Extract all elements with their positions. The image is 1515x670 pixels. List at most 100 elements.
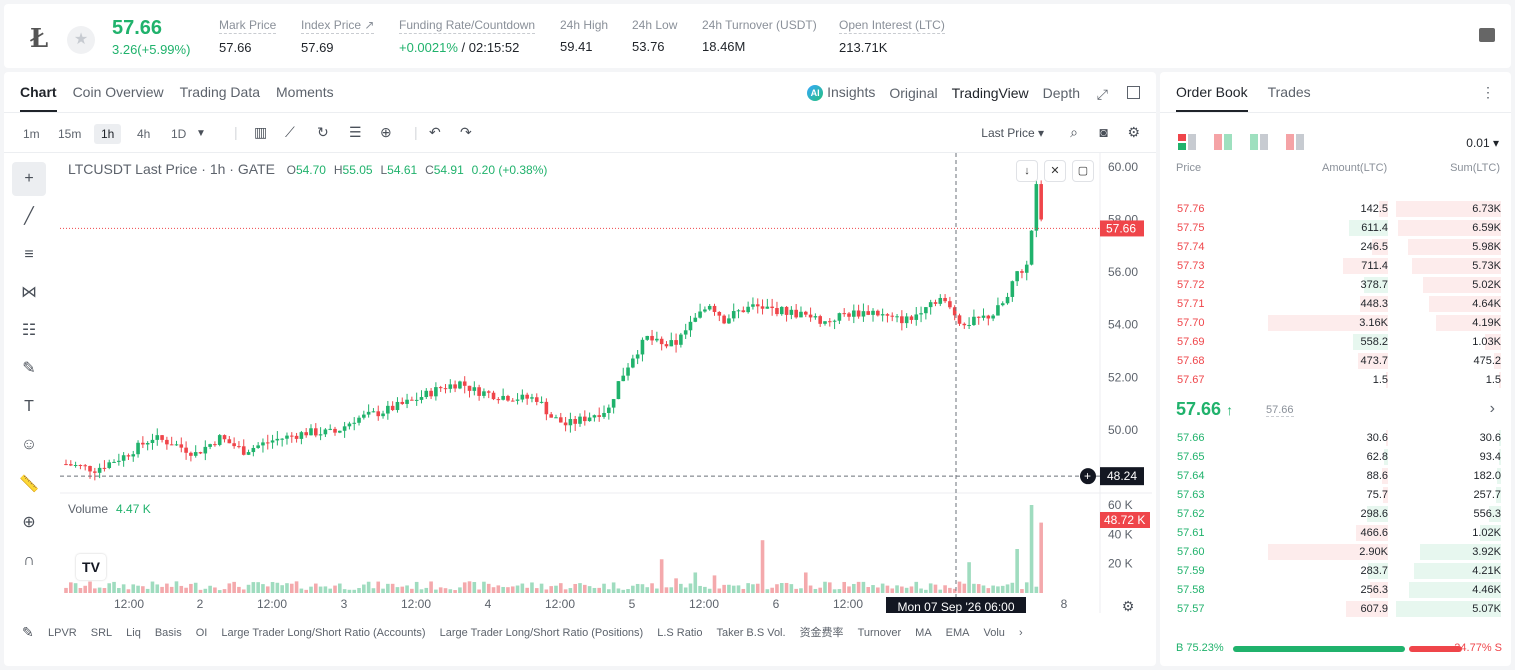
chevron-down-icon[interactable]: ▼ — [196, 128, 206, 139]
arrow-down-icon[interactable]: ↓ — [1016, 160, 1038, 182]
candle-body — [256, 445, 260, 448]
tab-coin-overview[interactable]: Coin Overview — [72, 84, 164, 100]
indicator-item[interactable]: MA — [915, 627, 932, 639]
indicator-item[interactable]: LPVR — [48, 627, 77, 639]
bid-row[interactable]: 57.58 256.3 4.46K — [1160, 581, 1511, 600]
stat-mark-price[interactable]: Mark Price 57.66 — [219, 18, 277, 55]
trendline-icon[interactable]: ╱ — [24, 208, 34, 225]
tab-tradingview[interactable]: TradingView — [951, 84, 1029, 101]
chevron-right-icon[interactable]: › — [1018, 627, 1023, 639]
indicator-item[interactable]: Large Trader Long/Short Ratio (Positions… — [439, 627, 644, 639]
candle-body — [193, 452, 198, 456]
redo-icon[interactable]: ↷ — [460, 124, 472, 140]
book-view-bids-icon[interactable] — [1250, 134, 1268, 150]
ask-row[interactable]: 57.73 711.4 5.73K — [1160, 257, 1511, 276]
tradingview-logo-icon[interactable]: TV — [76, 554, 106, 580]
horizontal-lines-icon[interactable]: ≡ — [24, 246, 34, 263]
zoom-in-icon[interactable]: ⊕ — [22, 514, 36, 531]
ask-row[interactable]: 57.74 246.5 5.98K — [1160, 238, 1511, 257]
ask-row[interactable]: 57.76 142.5 6.73K — [1160, 200, 1511, 219]
pattern-icon[interactable]: ⋈ — [21, 284, 37, 301]
magnet-icon[interactable]: ∩ — [23, 552, 35, 569]
candle-type-icon[interactable]: ▥ — [254, 124, 268, 140]
interval-1h[interactable]: 1h — [94, 124, 122, 144]
bid-row[interactable]: 57.61 466.6 1.02K — [1160, 524, 1511, 543]
book-icon[interactable] — [1479, 28, 1495, 42]
maximize-pane-icon[interactable]: ▢ — [1072, 160, 1094, 182]
gear-icon[interactable]: ⚙ — [1127, 124, 1140, 140]
indicator-item[interactable]: OI — [195, 627, 208, 639]
tab-order-book[interactable]: Order Book — [1176, 84, 1248, 112]
interval-15m[interactable]: 15m — [58, 127, 82, 141]
interval-4h[interactable]: 4h — [137, 127, 151, 141]
ask-row[interactable]: 57.70 3.16K 4.19K — [1160, 314, 1511, 333]
window-icon[interactable] — [1127, 86, 1140, 99]
bid-row[interactable]: 57.60 2.90K 3.92K — [1160, 543, 1511, 562]
expand-icon[interactable]: ⤢ — [1096, 86, 1108, 102]
ruler-icon[interactable]: 📏 — [19, 476, 39, 493]
indicators-icon[interactable]: ⟋ — [285, 124, 295, 140]
search-icon[interactable]: ⌕ — [1070, 124, 1078, 140]
replay-icon[interactable]: ↻ — [317, 124, 329, 140]
indicator-item[interactable]: Liq — [126, 627, 141, 639]
price-type-select[interactable]: Last Price ▾ — [981, 126, 1044, 140]
stat-index-price[interactable]: Index Price ↗ 57.69 — [301, 18, 375, 55]
indicator-item[interactable]: 资金费率 — [799, 627, 844, 639]
crosshair-icon[interactable]: + — [12, 162, 46, 196]
collapse-icon[interactable]: ✕ — [1044, 160, 1066, 182]
bid-row[interactable]: 57.62 298.6 556.3 — [1160, 505, 1511, 524]
x-tick-label: 2 — [197, 597, 204, 611]
undo-icon[interactable]: ↶ — [429, 124, 441, 140]
book-view-both-icon[interactable] — [1178, 134, 1196, 150]
templates-icon[interactable]: ☰ — [349, 124, 362, 140]
camera-icon[interactable]: ◙ — [1099, 124, 1108, 140]
indicator-item[interactable]: Turnover — [857, 627, 902, 639]
ask-row[interactable]: 57.69 558.2 1.03K — [1160, 333, 1511, 352]
volume-bar — [434, 589, 438, 593]
bid-row[interactable]: 57.66 30.6 30.6 — [1160, 429, 1511, 448]
tab-trades[interactable]: Trades — [1267, 84, 1311, 100]
stat-open-interest[interactable]: Open Interest (LTC) 213.71K — [839, 18, 945, 55]
interval-1m[interactable]: 1m — [23, 127, 40, 141]
book-view-split-icon[interactable] — [1214, 134, 1232, 150]
bid-row[interactable]: 57.57 607.9 5.07K — [1160, 600, 1511, 619]
precision-select[interactable]: 0.01 ▾ — [1466, 136, 1499, 150]
chevron-right-icon[interactable]: › — [1489, 400, 1495, 417]
stat-funding-rate[interactable]: Funding Rate/Countdown +0.0021% / 02:15:… — [399, 18, 536, 55]
tab-trading-data[interactable]: Trading Data — [179, 84, 261, 100]
indicator-item[interactable]: L.S Ratio — [657, 627, 703, 639]
book-view-asks-icon[interactable] — [1286, 134, 1304, 150]
volume-bar — [707, 588, 712, 593]
indicator-item[interactable]: SRL — [90, 627, 113, 639]
indicator-item[interactable]: EMA — [945, 627, 970, 639]
brush-icon[interactable]: ✎ — [22, 360, 36, 377]
ask-row[interactable]: 57.67 1.5 1.5 — [1160, 371, 1511, 390]
ask-row[interactable]: 57.72 378.7 5.02K — [1160, 276, 1511, 295]
bid-row[interactable]: 57.63 75.7 257.7 — [1160, 486, 1511, 505]
indicator-item[interactable]: Taker B.S Vol. — [716, 627, 786, 639]
bid-row[interactable]: 57.59 283.7 4.21K — [1160, 562, 1511, 581]
indicator-item[interactable]: Basis — [154, 627, 182, 639]
more-icon[interactable]: ⋮ — [1481, 84, 1495, 100]
amount-depth-bar — [1386, 372, 1388, 388]
bid-row[interactable]: 57.65 62.8 93.4 — [1160, 448, 1511, 467]
indicator-item[interactable]: Volu — [983, 627, 1005, 639]
insights-button[interactable]: AI Insights — [807, 84, 875, 102]
fib-icon[interactable]: ☷ — [21, 322, 37, 339]
interval-1d[interactable]: 1D — [171, 127, 187, 141]
add-indicator-icon[interactable]: ⊕ — [380, 124, 392, 140]
text-tool-icon[interactable]: T — [24, 398, 34, 415]
indicator-item[interactable]: Large Trader Long/Short Ratio (Accounts) — [221, 627, 426, 639]
tab-moments[interactable]: Moments — [276, 84, 334, 100]
bid-row[interactable]: 57.64 88.6 182.0 — [1160, 467, 1511, 486]
pencil-icon[interactable]: ✎ — [22, 624, 34, 640]
ask-row[interactable]: 57.68 473.7 475.2 — [1160, 352, 1511, 371]
favorite-star-icon[interactable]: ★ — [67, 26, 95, 54]
tab-chart[interactable]: Chart — [20, 84, 57, 112]
ask-row[interactable]: 57.75 611.4 6.59K — [1160, 219, 1511, 238]
tab-original[interactable]: Original — [889, 84, 938, 101]
emoji-icon[interactable]: ☺ — [20, 436, 38, 453]
tab-depth[interactable]: Depth — [1042, 84, 1080, 101]
ask-row[interactable]: 57.71 448.3 4.64K — [1160, 295, 1511, 314]
